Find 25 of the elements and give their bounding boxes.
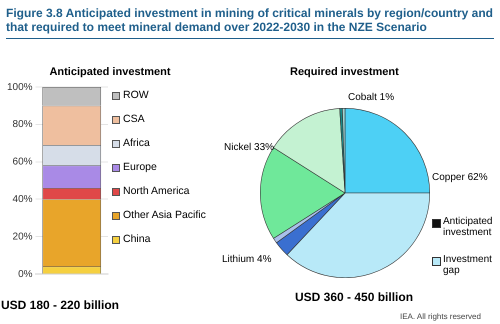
y-tick-label: 20% <box>12 231 33 242</box>
chart-title: Required investment <box>290 66 399 78</box>
chart-subtitle: Anticipated investment <box>48 66 172 78</box>
text: Anticipated investment <box>443 216 492 238</box>
legend-label: ROW <box>123 89 149 101</box>
text: Copper 62% <box>432 172 488 183</box>
legend-label: Europe <box>123 161 157 173</box>
legend-label: North America <box>123 185 190 197</box>
text: Lithium 4% <box>222 254 272 265</box>
text: Other Asia Pacific <box>123 209 206 221</box>
legend-label: China <box>123 233 150 245</box>
y-tick-label: 80% <box>12 119 33 130</box>
text: USD 360 - 450 billion <box>295 290 414 304</box>
text: Figure 3.8 Anticipated investment in mining of critical minerals by region/country and that required to meet mineral demand over 2022-2030 in the NZE Scenario <box>6 6 494 39</box>
text: Cobalt 1% <box>348 92 394 103</box>
legend-label: Africa <box>123 137 150 149</box>
y-tick-label: 40% <box>12 194 33 205</box>
text: Investment gap <box>443 254 492 276</box>
text: IEA. All rights reserved <box>400 312 481 321</box>
x-axis-title: USD 180 - 220 billion <box>0 298 120 312</box>
legend-label: CSA <box>123 113 145 125</box>
text: Nickel 33% <box>224 142 274 153</box>
y-tick-label: 0% <box>18 268 33 280</box>
y-tick-label: 60% <box>12 156 33 168</box>
y-tick-label: 100% <box>7 82 33 93</box>
